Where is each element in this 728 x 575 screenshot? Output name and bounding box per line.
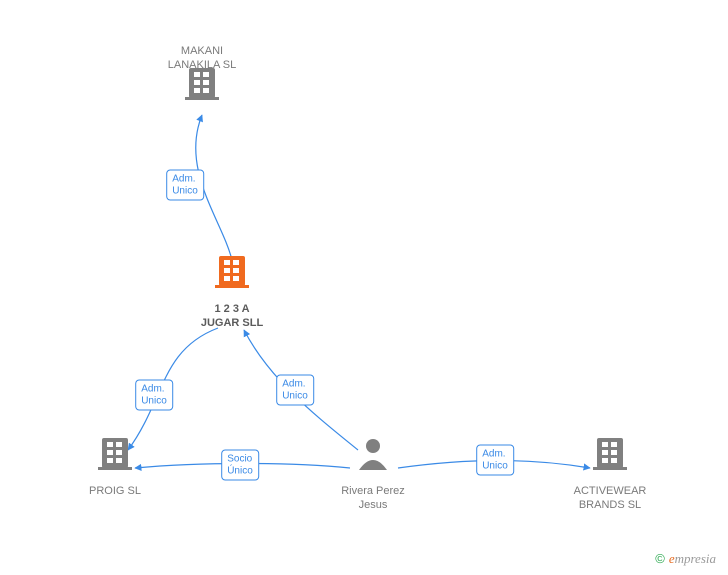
- edge-label-center-proig: Adm. Unico: [135, 380, 173, 411]
- node-label-center[interactable]: 1 2 3 A JUGAR SLL: [201, 303, 263, 331]
- company-icon-active[interactable]: [593, 438, 627, 470]
- node-label-makani[interactable]: MAKANI LANAKILA SL: [168, 45, 237, 73]
- node-label-proig[interactable]: PROIG SL: [89, 485, 141, 499]
- watermark: ©empresia: [655, 551, 716, 567]
- company-icon-proig[interactable]: [98, 438, 132, 470]
- node-label-person[interactable]: Rivera Perez Jesus: [341, 485, 405, 513]
- company-icon-center[interactable]: [215, 256, 249, 288]
- copyright-symbol: ©: [655, 551, 665, 566]
- person-icon-person[interactable]: [359, 439, 387, 470]
- watermark-text: mpresia: [675, 551, 716, 566]
- edge-label-person-center: Adm. Unico: [276, 375, 314, 406]
- edge-label-center-makani: Adm. Unico: [166, 170, 204, 201]
- node-label-active[interactable]: ACTIVEWEAR BRANDS SL: [574, 485, 647, 513]
- company-icon-makani[interactable]: [185, 68, 219, 100]
- edge-label-person-active: Adm. Unico: [476, 445, 514, 476]
- edge-label-person-proig: Socio Único: [221, 450, 259, 481]
